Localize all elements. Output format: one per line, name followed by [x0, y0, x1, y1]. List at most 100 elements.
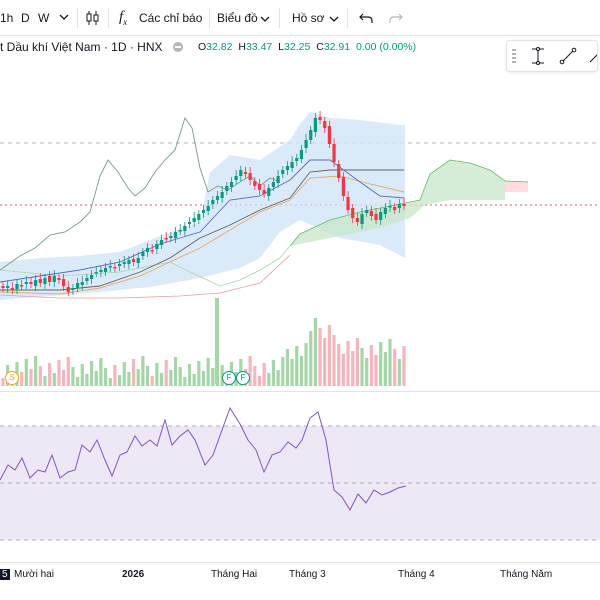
candle: [127, 260, 131, 264]
volume-bar: [192, 374, 196, 386]
financials-event-icon[interactable]: F: [222, 371, 236, 385]
volume-bar: [141, 356, 145, 386]
volume-bar: [71, 367, 75, 386]
volume-bar: [374, 355, 378, 386]
bollinger-band: [0, 112, 405, 300]
volume-bar: [318, 328, 322, 386]
interval-1h[interactable]: 1h: [0, 10, 14, 25]
drawing-toolbar: [506, 40, 598, 72]
x-axis-label: Tháng 3: [289, 569, 326, 580]
candle: [57, 278, 61, 280]
interval-w[interactable]: W: [38, 10, 50, 25]
chevron-down-icon[interactable]: [58, 10, 70, 22]
candle: [369, 211, 373, 216]
candle: [103, 268, 108, 272]
candle: [332, 144, 336, 162]
candle: [299, 150, 304, 159]
volume-bar: [94, 371, 98, 386]
candle: [206, 206, 210, 211]
volume-bar: [285, 349, 290, 386]
candle: [117, 264, 122, 266]
redo-icon[interactable]: [389, 11, 403, 25]
candle: [150, 250, 154, 252]
candle: [374, 214, 378, 220]
volume-bar: [80, 364, 84, 386]
financials-event-icon[interactable]: F: [236, 371, 250, 385]
candle: [34, 280, 38, 286]
volume-bar: [379, 342, 383, 386]
candle: [248, 173, 252, 180]
candle: [155, 244, 159, 249]
volume-bar: [355, 338, 359, 386]
candle: [201, 210, 206, 213]
candle: [169, 236, 173, 238]
candle: [48, 276, 52, 282]
volume-bar: [173, 357, 178, 386]
candle: [183, 226, 187, 231]
indicators-button[interactable]: Các chỉ báo: [139, 10, 203, 25]
volume-bar: [183, 377, 187, 386]
fx-icon[interactable]: fx: [119, 9, 128, 27]
x-axis-label: Mười hai: [14, 569, 54, 580]
price-chart[interactable]: [0, 60, 600, 390]
x-axis-label: 5: [0, 569, 10, 580]
volume-bar: [313, 318, 318, 386]
symbol-title[interactable]: t Dầu khí Việt Nam · 1D · HNX: [0, 40, 163, 54]
candle: [229, 182, 234, 187]
candle: [173, 232, 178, 238]
toolbar-divider: [77, 8, 78, 28]
volume-bar: [89, 361, 94, 386]
split-event-icon[interactable]: S: [5, 371, 19, 385]
volume-bar: [351, 351, 355, 386]
volume-bar: [43, 376, 47, 386]
candle: [341, 177, 345, 196]
drag-handle-icon[interactable]: [512, 48, 516, 64]
volume-bar: [150, 376, 154, 386]
undo-icon[interactable]: [359, 11, 373, 25]
candle: [295, 158, 299, 161]
candle: [94, 272, 98, 274]
candle: [379, 212, 383, 220]
candle: [62, 279, 66, 286]
volume-bar: [99, 358, 103, 386]
volume-bar: [253, 366, 257, 386]
profile-button[interactable]: Hồ sơ: [292, 10, 325, 25]
candle: [337, 164, 341, 178]
candle: [290, 162, 294, 168]
candle: [1, 286, 5, 288]
conversion-line: [0, 159, 405, 283]
candle: [215, 196, 220, 200]
volume-bar: [169, 370, 173, 386]
volume-bar: [164, 360, 168, 386]
candles-group: [1, 111, 406, 296]
volume-bar: [136, 369, 140, 386]
interval-d[interactable]: D: [21, 10, 30, 25]
x-axis-label: 2026: [122, 569, 145, 580]
volume-bar: [290, 359, 294, 386]
candle: [397, 204, 401, 208]
volume-bar: [383, 352, 387, 386]
symbol-legend[interactable]: t Dầu khí Việt Nam · 1D · HNX: [0, 38, 183, 56]
volume-bar: [48, 363, 52, 386]
volume-bar: [1, 378, 5, 386]
volume-bar: [178, 367, 182, 386]
candles-icon[interactable]: [84, 9, 102, 27]
volume-bar: [402, 346, 406, 386]
more-tools-icon[interactable]: [587, 47, 597, 65]
date-range-icon[interactable]: [529, 47, 547, 65]
trend-line-icon[interactable]: [559, 47, 577, 65]
volume-bar: [201, 371, 206, 386]
volume-bar: [295, 346, 299, 386]
chevron-down-icon[interactable]: [259, 12, 271, 24]
candle: [388, 206, 392, 208]
rsi-pane[interactable]: [0, 392, 600, 562]
candle: [159, 240, 164, 245]
candle: [257, 184, 262, 190]
senkou-span-b: [0, 254, 291, 299]
chart-type-button[interactable]: Biểu đồ: [217, 10, 258, 25]
volume-bar: [66, 357, 70, 386]
candle: [211, 200, 215, 204]
volume-bar: [145, 366, 150, 386]
chevron-down-icon[interactable]: [328, 12, 340, 24]
candle: [99, 270, 103, 272]
